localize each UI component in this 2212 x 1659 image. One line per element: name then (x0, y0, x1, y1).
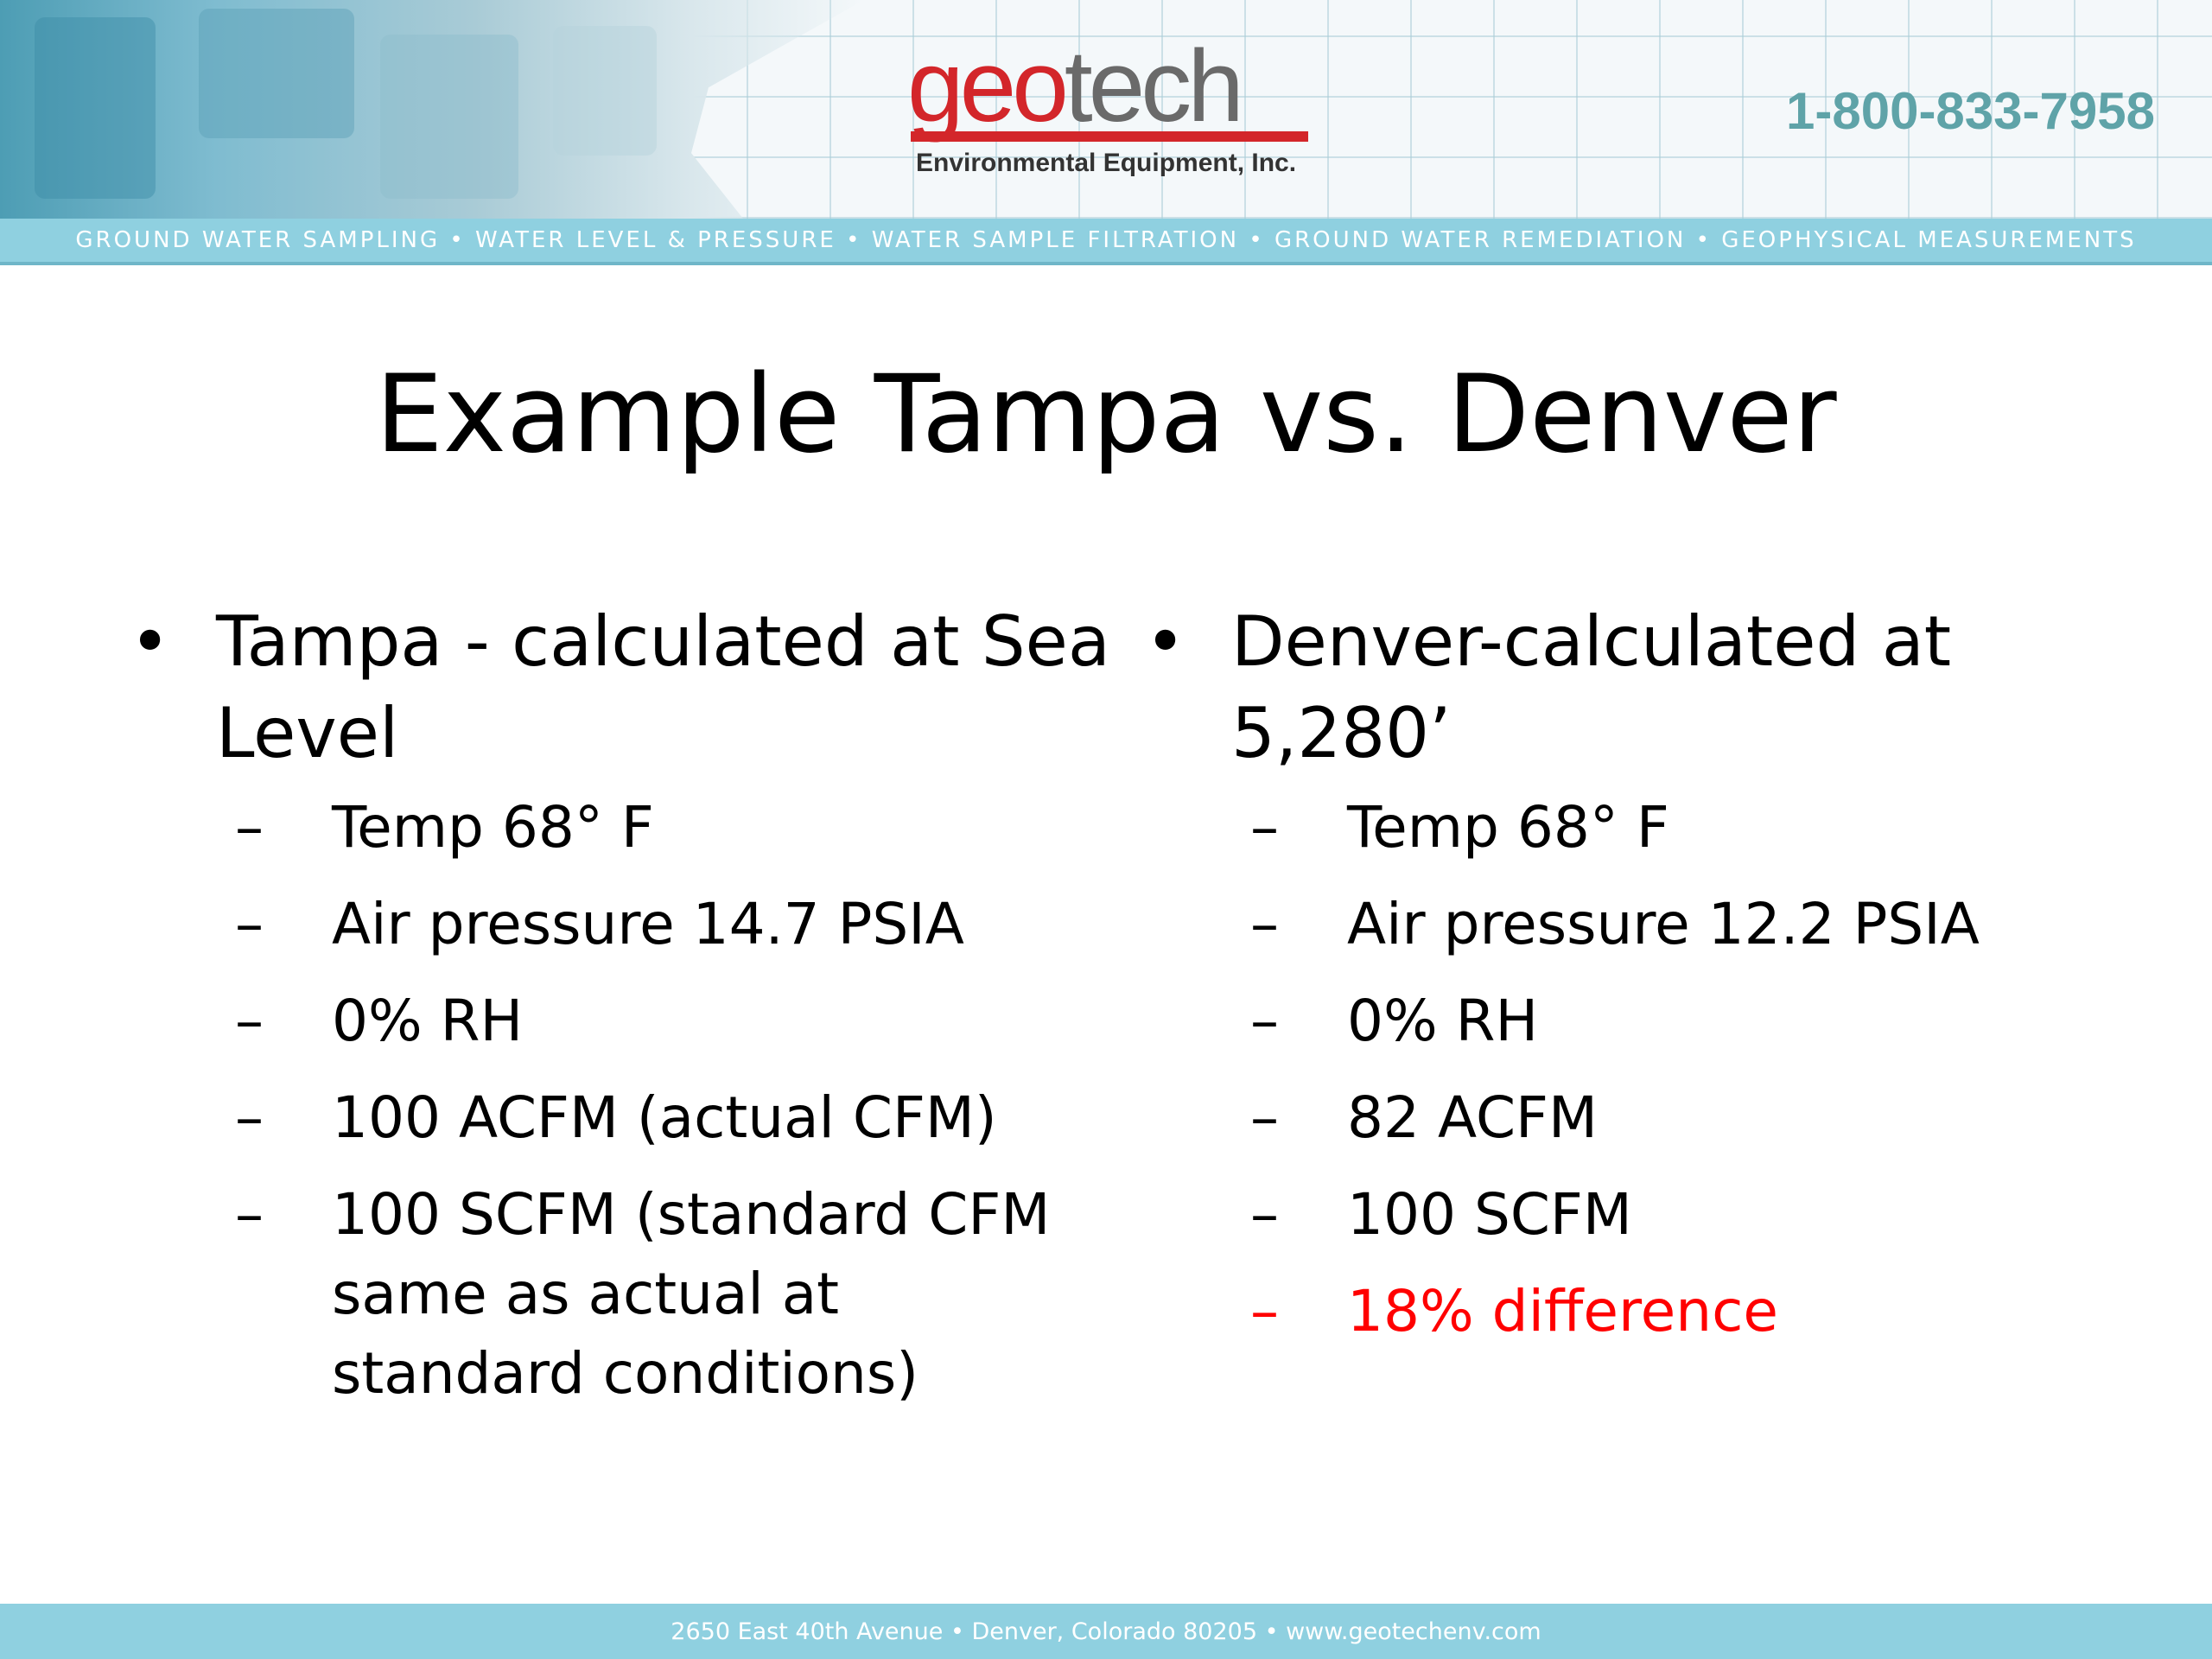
sub-item-text: 100 SCFM (standard CFM same as actual at… (332, 1181, 1051, 1407)
sub-item: – 100 ACFM (actual CFM) (235, 1078, 1123, 1158)
dash: – (235, 1084, 264, 1151)
logo-tech-text: tech (1064, 29, 1244, 143)
sub-item-text: Air pressure 14.7 PSIA (332, 891, 964, 957)
sub-item: – 100 SCFM (1250, 1175, 2139, 1255)
sub-item-text: Temp 68° F (1347, 794, 1669, 861)
sub-item: – Air pressure 14.7 PSIA (235, 885, 1123, 964)
dash: – (1250, 794, 1279, 861)
dash: – (1250, 1181, 1279, 1248)
footer-address: 2650 East 40th Avenue • Denver, Colorado… (671, 1618, 1541, 1645)
sub-item: – 100 SCFM (standard CFM same as actual … (235, 1175, 1123, 1414)
sub-item-text: 100 ACFM (actual CFM) (332, 1084, 997, 1151)
sub-item-text: 100 SCFM (1347, 1181, 1632, 1248)
footer-bar: 2650 East 40th Avenue • Denver, Colorado… (0, 1604, 2212, 1659)
sub-item-highlight: – 18% difference (1250, 1272, 2139, 1351)
sub-item-text: 82 ACFM (1347, 1084, 1598, 1151)
dash: – (235, 794, 264, 861)
sub-item: – Temp 68° F (1250, 788, 2139, 868)
phone-number: 1-800-833-7958 (1785, 82, 2155, 140)
sub-item-text: Temp 68° F (332, 794, 654, 861)
right-column: • Denver-calculated at 5,280’ – Temp 68°… (1145, 596, 2139, 1369)
sub-item: – 82 ACFM (1250, 1078, 2139, 1158)
sub-item-text: 0% RH (1347, 988, 1539, 1054)
difference-text: 18% difference (1347, 1278, 1778, 1344)
bullet-dot: • (1145, 601, 1186, 682)
dash: – (235, 1181, 264, 1248)
bullet-tampa: • Tampa - calculated at Sea Level (130, 596, 1123, 779)
bullet-dot: • (130, 601, 171, 682)
sub-item: – 0% RH (235, 982, 1123, 1061)
dash: – (1250, 1278, 1279, 1344)
sub-item: – 0% RH (1250, 982, 2139, 1061)
geotech-logo: geotech Environmental Equipment, Inc. (907, 35, 1322, 181)
dash: – (1250, 891, 1279, 957)
logo-geo-text: geo (907, 29, 1069, 143)
logo-underline (911, 131, 1308, 142)
left-column: • Tampa - calculated at Sea Level – Temp… (130, 596, 1123, 1431)
sub-item: – Temp 68° F (235, 788, 1123, 868)
header-banner: geotech Environmental Equipment, Inc. 1-… (0, 0, 2212, 219)
dash: – (1250, 1084, 1279, 1151)
bullet-denver-heading: Denver-calculated at 5,280’ (1231, 601, 1952, 773)
dash: – (235, 891, 264, 957)
sub-item-text: Air pressure 12.2 PSIA (1347, 891, 1980, 957)
sub-item-text: 0% RH (332, 988, 524, 1054)
dash: – (235, 988, 264, 1054)
slide-title: Example Tampa vs. Denver (375, 353, 1837, 477)
dash: – (1250, 988, 1279, 1054)
services-bar: GROUND WATER SAMPLING • WATER LEVEL & PR… (0, 219, 2212, 265)
bullet-tampa-heading: Tampa - calculated at Sea Level (216, 601, 1110, 773)
tampa-sub-list: – Temp 68° F – Air pressure 14.7 PSIA – … (235, 788, 1123, 1414)
services-text: GROUND WATER SAMPLING • WATER LEVEL & PR… (75, 227, 2137, 253)
header-photo-collage (0, 0, 864, 219)
sub-item: – Air pressure 12.2 PSIA (1250, 885, 2139, 964)
logo-subtitle: Environmental Equipment, Inc. (916, 149, 1297, 177)
bullet-denver: • Denver-calculated at 5,280’ (1145, 596, 2139, 779)
denver-sub-list: – Temp 68° F – Air pressure 12.2 PSIA – … (1250, 788, 2139, 1351)
